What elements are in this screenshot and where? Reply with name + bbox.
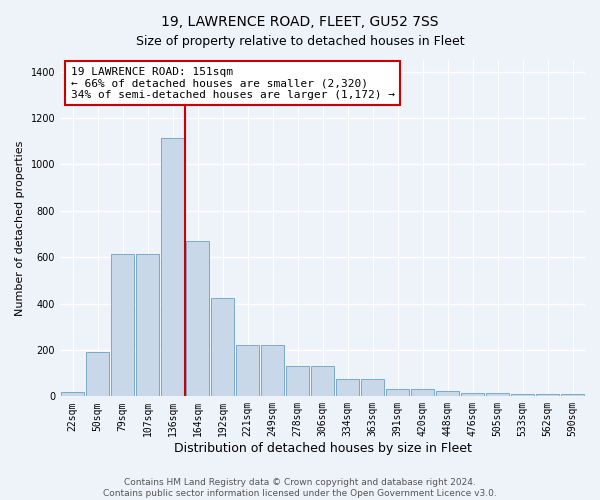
Bar	[436, 390, 459, 396]
Bar	[136, 254, 159, 396]
Bar	[286, 366, 309, 396]
Bar	[61, 392, 84, 396]
Bar	[386, 390, 409, 396]
Bar	[111, 254, 134, 396]
Bar	[561, 394, 584, 396]
Bar	[486, 393, 509, 396]
Bar	[186, 241, 209, 396]
Text: Contains HM Land Registry data © Crown copyright and database right 2024.
Contai: Contains HM Land Registry data © Crown c…	[103, 478, 497, 498]
Text: 19, LAWRENCE ROAD, FLEET, GU52 7SS: 19, LAWRENCE ROAD, FLEET, GU52 7SS	[161, 15, 439, 29]
Bar	[311, 366, 334, 396]
Bar	[511, 394, 534, 396]
Bar	[361, 379, 384, 396]
Bar	[261, 346, 284, 397]
Bar	[461, 393, 484, 396]
Bar	[536, 394, 559, 396]
X-axis label: Distribution of detached houses by size in Fleet: Distribution of detached houses by size …	[173, 442, 472, 455]
Bar	[411, 390, 434, 396]
Bar	[336, 379, 359, 396]
Bar	[236, 346, 259, 397]
Bar	[86, 352, 109, 397]
Bar	[211, 298, 234, 396]
Y-axis label: Number of detached properties: Number of detached properties	[15, 140, 25, 316]
Bar	[161, 138, 184, 396]
Text: 19 LAWRENCE ROAD: 151sqm
← 66% of detached houses are smaller (2,320)
34% of sem: 19 LAWRENCE ROAD: 151sqm ← 66% of detach…	[71, 66, 395, 100]
Text: Size of property relative to detached houses in Fleet: Size of property relative to detached ho…	[136, 35, 464, 48]
